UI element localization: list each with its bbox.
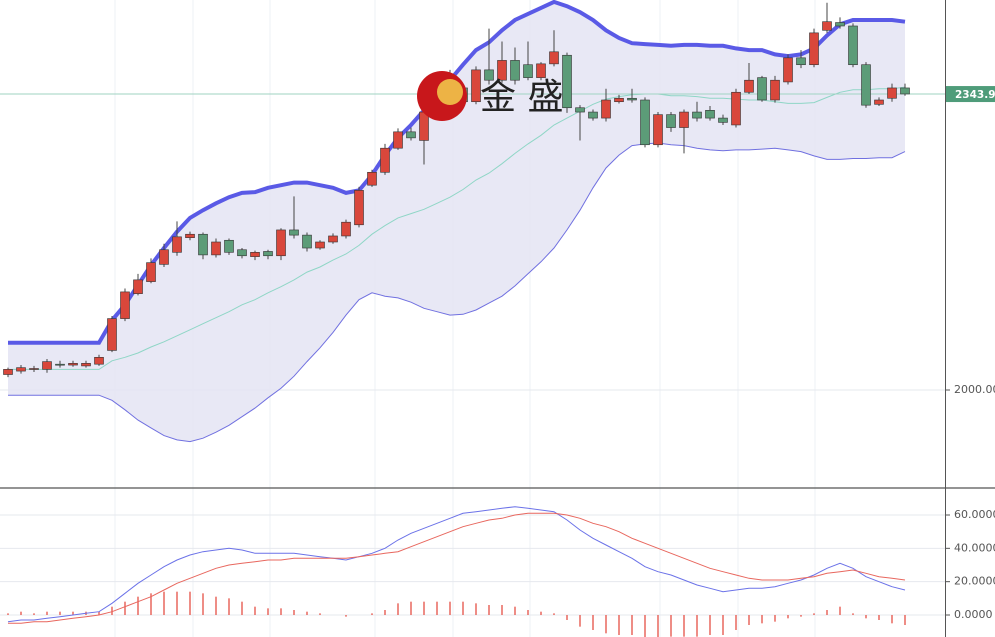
candle-body <box>380 147 390 173</box>
y-tick-label: 60.0000 <box>954 508 995 521</box>
candle-body <box>393 131 403 149</box>
candle-body <box>81 363 91 367</box>
candle-body <box>211 241 221 256</box>
candle-body <box>471 69 481 103</box>
candle-body <box>172 236 182 253</box>
candle-body <box>783 57 793 83</box>
candle-body <box>185 233 195 238</box>
candle-body <box>549 51 559 65</box>
candle-body <box>328 235 338 243</box>
candle-body <box>237 249 247 257</box>
candle-body <box>861 64 871 106</box>
candle-body <box>705 110 715 119</box>
candle-body <box>536 63 546 78</box>
candle-body <box>679 111 689 128</box>
candle-body <box>198 233 208 256</box>
candle-body <box>29 368 39 370</box>
candle-body <box>133 279 143 294</box>
candle-body <box>887 87 897 99</box>
candle-body <box>809 32 819 66</box>
candle-body <box>640 99 650 146</box>
candle-body <box>406 131 416 139</box>
candle-body <box>653 114 663 146</box>
candle-body <box>822 21 832 31</box>
candle-body <box>731 91 741 126</box>
candle-body <box>302 234 312 249</box>
candle-body <box>718 117 728 123</box>
y-tick-label: 20.0000 <box>954 575 995 588</box>
band-line <box>8 142 906 443</box>
candle-body <box>510 60 520 81</box>
candle-body <box>588 111 598 119</box>
y-tick-label: 40.0000 <box>954 541 995 554</box>
logo-inner <box>437 79 463 105</box>
candle-body <box>796 57 806 66</box>
candle-body <box>250 252 260 257</box>
watermark: 金 盛 <box>480 77 563 118</box>
candle-body <box>55 363 65 366</box>
candle-body <box>692 111 702 119</box>
band-line <box>8 0 906 345</box>
candle-body <box>848 25 858 66</box>
candle-body <box>874 99 884 105</box>
candle-body <box>835 22 845 27</box>
candle-body <box>627 97 637 101</box>
candle-body <box>107 318 117 351</box>
y-tick-label: 0.0000 <box>954 608 993 621</box>
candle-body <box>159 249 169 265</box>
candle-body <box>146 262 156 282</box>
candle-body <box>276 229 286 257</box>
macd-line <box>7 506 906 623</box>
y-tick-label: 2000.00 <box>954 383 995 396</box>
candle-body <box>900 87 910 95</box>
last-price-tag <box>946 86 995 103</box>
candle-body <box>120 291 130 319</box>
candle-body <box>484 69 494 81</box>
candle-body <box>263 251 273 257</box>
candle-body <box>3 369 13 375</box>
band-line <box>8 86 906 370</box>
candle-body <box>289 229 299 236</box>
last-price-label: 2343.91 <box>955 89 995 101</box>
candle-body <box>497 60 507 81</box>
candle-body <box>315 241 325 249</box>
candle-body <box>224 239 234 253</box>
candle-body <box>419 111 429 141</box>
candle-body <box>354 190 364 226</box>
candle-body <box>666 114 676 128</box>
candle-body <box>42 361 52 370</box>
candle-body <box>341 221 351 237</box>
candle-body <box>523 64 533 78</box>
candle-body <box>744 79 754 93</box>
candle-body <box>16 367 26 372</box>
candle-body <box>94 357 104 365</box>
candle-body <box>562 54 572 109</box>
candle-body <box>601 99 611 119</box>
macd-line <box>8 512 906 624</box>
candle-body <box>68 363 78 366</box>
candle-body <box>770 79 780 101</box>
candle-body <box>575 107 585 113</box>
candle-body <box>614 97 624 103</box>
candle-body <box>367 171 377 186</box>
candle-body <box>757 77 767 101</box>
